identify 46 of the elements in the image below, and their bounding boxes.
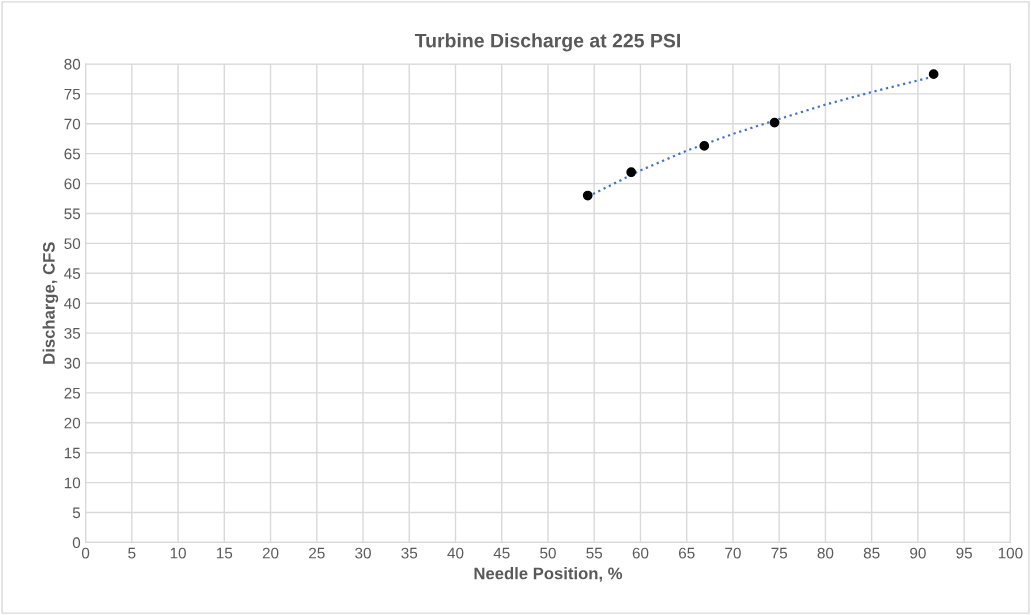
x-tick-label: 20: [262, 547, 279, 559]
y-tick-label: 50: [64, 238, 81, 250]
y-tick-label: 60: [64, 178, 81, 190]
x-tick-label: 35: [401, 547, 418, 559]
x-tick-label: 25: [309, 547, 325, 559]
x-tick-label: 75: [771, 547, 788, 559]
x-tick-label: 85: [863, 547, 880, 559]
y-tick-label: 15: [64, 447, 81, 459]
y-tick-label: 80: [64, 58, 81, 70]
y-tick-label: 40: [64, 298, 81, 309]
y-tick-label: 55: [64, 208, 81, 220]
x-tick-label: 55: [586, 547, 603, 559]
y-tick-label: 10: [64, 477, 81, 489]
x-tick-label: 90: [910, 547, 926, 559]
point: [582, 190, 593, 201]
x-tick-label: 0: [81, 547, 90, 559]
y-tick-label: 45: [64, 268, 81, 279]
point: [626, 167, 637, 178]
x-tick-label: 5: [128, 547, 136, 559]
y-tick-label: 25: [64, 387, 81, 399]
x-tick-label: 45: [493, 547, 510, 559]
point: [699, 141, 710, 151]
y-tick-label: 75: [64, 88, 81, 100]
x-tick-label: 15: [216, 547, 233, 559]
chart-title: Turbine Discharge at 225 PSI: [414, 33, 680, 52]
x-tick-label: 40: [447, 547, 464, 559]
x-tick-label: 30: [355, 547, 371, 559]
x-tick-label: 65: [678, 547, 695, 559]
y-tick-label: 20: [64, 417, 81, 429]
point: [928, 69, 939, 79]
x-tick-label: 10: [170, 547, 186, 559]
y-tick-label: 5: [72, 507, 81, 519]
y-tick-label: 65: [64, 148, 81, 160]
point: [769, 117, 780, 128]
x-tick-label: 100: [998, 547, 1023, 559]
y-tick-label: 0: [72, 537, 81, 549]
x-tick-label: 80: [817, 547, 834, 559]
x-tick-label: 50: [540, 547, 556, 559]
x-tick-label: 95: [956, 547, 972, 559]
y-tick-label: 70: [64, 118, 81, 130]
x-tick-label: 60: [632, 547, 649, 559]
x-axis-title: Needle Position, %: [474, 567, 623, 582]
x-tick-label: 70: [725, 547, 741, 559]
y-tick-label: 35: [64, 327, 81, 339]
y-axis-title: Discharge, CFS: [42, 242, 59, 364]
y-tick-label: 30: [64, 357, 81, 369]
